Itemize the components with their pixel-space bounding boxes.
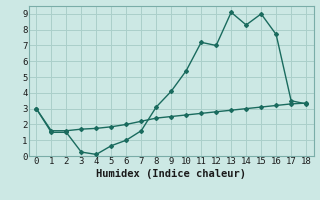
X-axis label: Humidex (Indice chaleur): Humidex (Indice chaleur)	[96, 169, 246, 179]
